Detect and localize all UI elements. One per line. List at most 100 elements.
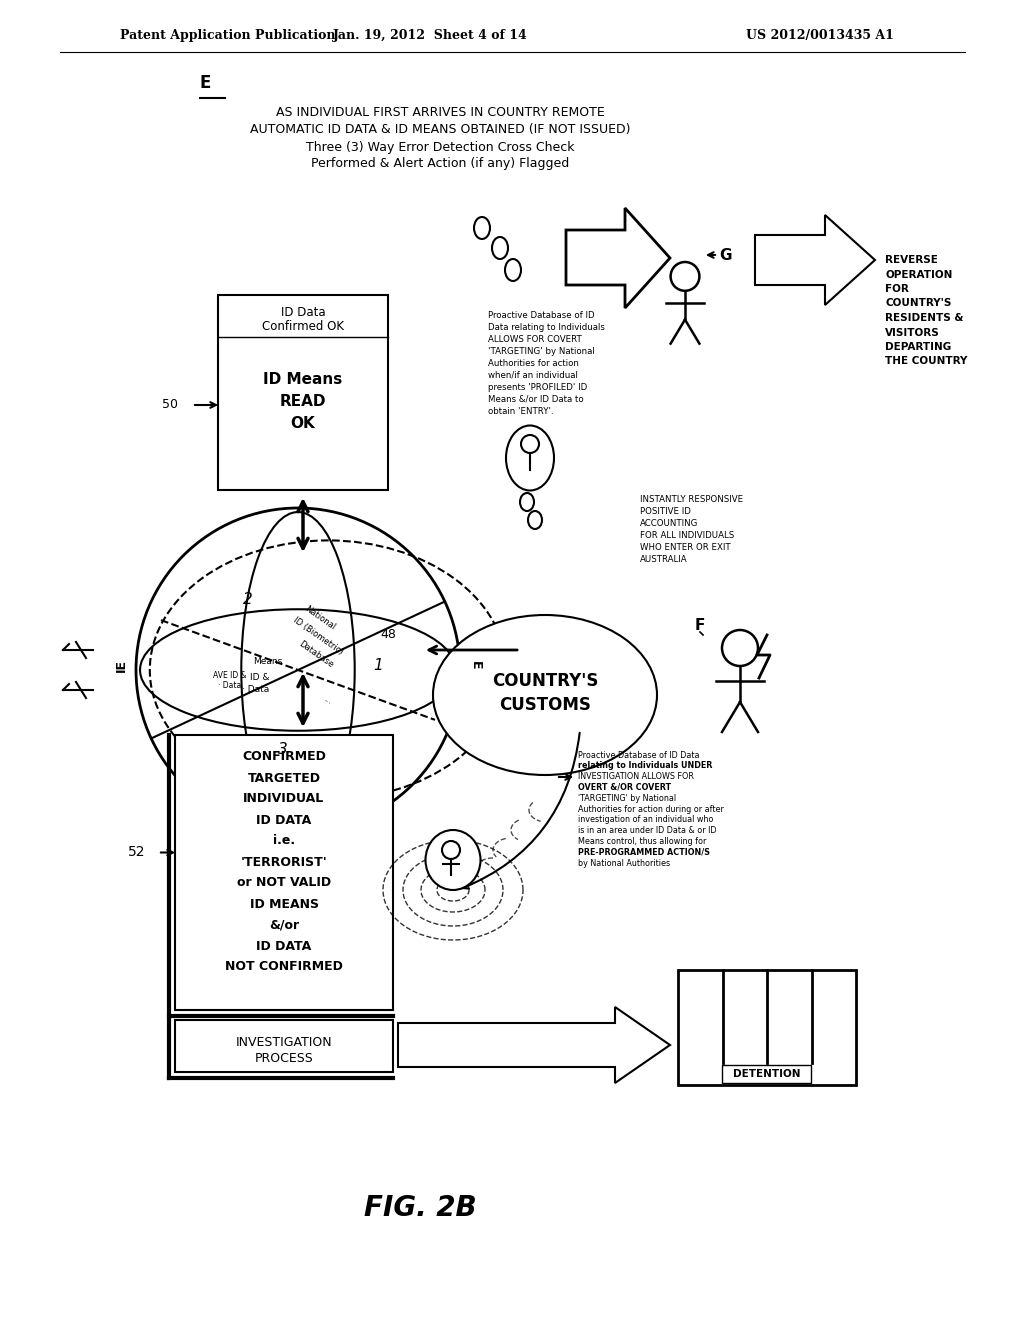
Text: OK: OK: [291, 417, 315, 432]
Text: DETENTION: DETENTION: [733, 1069, 801, 1078]
Text: presents 'PROFILED' ID: presents 'PROFILED' ID: [488, 383, 587, 392]
Text: i.e.: i.e.: [273, 834, 295, 847]
Text: ID &: ID &: [250, 672, 269, 681]
Text: READ: READ: [280, 395, 327, 409]
Text: · Data: · Data: [218, 681, 242, 690]
Text: CUSTOMS: CUSTOMS: [499, 696, 591, 714]
Text: Data relating to Individuals: Data relating to Individuals: [488, 322, 605, 331]
Ellipse shape: [474, 216, 490, 239]
Text: PRE-PROGRAMMED ACTION/S: PRE-PROGRAMMED ACTION/S: [578, 847, 710, 857]
Text: AUTOMATIC ID DATA & ID MEANS OBTAINED (IF NOT ISSUED): AUTOMATIC ID DATA & ID MEANS OBTAINED (I…: [250, 124, 630, 136]
Text: · Data: · Data: [243, 685, 269, 694]
Text: 48: 48: [380, 628, 396, 642]
Text: INDIVIDUAL: INDIVIDUAL: [244, 792, 325, 805]
Text: RESIDENTS &: RESIDENTS &: [885, 313, 964, 323]
Text: 'TERRORIST': 'TERRORIST': [241, 855, 328, 869]
Text: REVERSE: REVERSE: [885, 255, 938, 265]
Text: by National Authorities: by National Authorities: [578, 858, 670, 867]
Polygon shape: [566, 209, 670, 308]
Ellipse shape: [520, 492, 534, 511]
Polygon shape: [398, 1007, 670, 1082]
Text: ID DATA: ID DATA: [256, 813, 311, 826]
Ellipse shape: [505, 259, 521, 281]
Text: ID DATA: ID DATA: [256, 940, 311, 953]
Text: ID Means: ID Means: [263, 372, 343, 388]
Text: THE COUNTRY: THE COUNTRY: [885, 356, 968, 367]
Text: Means &/or ID Data to: Means &/or ID Data to: [488, 395, 584, 404]
Ellipse shape: [528, 511, 542, 529]
Text: National: National: [303, 605, 337, 632]
Circle shape: [671, 261, 699, 290]
Text: CONFIRMED: CONFIRMED: [242, 751, 326, 763]
Text: FOR ALL INDIVIDUALS: FOR ALL INDIVIDUALS: [640, 532, 734, 540]
Text: 'TARGETING' by National: 'TARGETING' by National: [488, 346, 595, 355]
Text: COUNTRY'S: COUNTRY'S: [492, 672, 598, 690]
Text: INVESTIGATION: INVESTIGATION: [236, 1035, 333, 1048]
Bar: [722, 1065, 811, 1082]
Text: WHO ENTER OR EXIT: WHO ENTER OR EXIT: [640, 544, 731, 553]
Text: NOT CONFIRMED: NOT CONFIRMED: [225, 961, 343, 974]
Text: ACCOUNTING: ACCOUNTING: [640, 520, 698, 528]
Ellipse shape: [433, 615, 657, 775]
Text: OPERATION: OPERATION: [885, 269, 952, 280]
Text: INSTANTLY RESPONSIVE: INSTANTLY RESPONSIVE: [640, 495, 743, 504]
Text: AUSTRALIA: AUSTRALIA: [640, 556, 688, 565]
Text: or NOT VALID: or NOT VALID: [237, 876, 331, 890]
Circle shape: [136, 508, 460, 832]
Text: AS INDIVIDUAL FIRST ARRIVES IN COUNTRY REMOTE: AS INDIVIDUAL FIRST ARRIVES IN COUNTRY R…: [275, 107, 604, 120]
Text: VISITORS: VISITORS: [885, 327, 940, 338]
Text: &/or: &/or: [269, 919, 299, 932]
Text: 3: 3: [279, 742, 288, 758]
Text: investigation of an individual who: investigation of an individual who: [578, 816, 714, 824]
Text: Proactive Database of ID Data: Proactive Database of ID Data: [578, 751, 699, 759]
Text: Means control, thus allowing for: Means control, thus allowing for: [578, 837, 707, 846]
Text: ID (Biometric): ID (Biometric): [292, 615, 345, 656]
Text: Patent Application Publication: Patent Application Publication: [120, 29, 336, 41]
Ellipse shape: [426, 830, 480, 890]
Text: is in an area under ID Data & or ID: is in an area under ID Data & or ID: [578, 826, 717, 836]
Text: G: G: [719, 248, 731, 263]
Text: ...: ...: [323, 694, 334, 706]
Text: POSITIVE ID: POSITIVE ID: [640, 507, 691, 516]
Text: Jan. 19, 2012  Sheet 4 of 14: Jan. 19, 2012 Sheet 4 of 14: [333, 29, 527, 41]
Text: TARGETED: TARGETED: [248, 771, 321, 784]
Text: Performed & Alert Action (if any) Flagged: Performed & Alert Action (if any) Flagge…: [311, 157, 569, 169]
Text: FIG. 2B: FIG. 2B: [364, 1195, 476, 1222]
Bar: [175, 735, 393, 1010]
Text: when/if an individual: when/if an individual: [488, 371, 578, 380]
Bar: [218, 294, 388, 490]
Text: F: F: [695, 618, 706, 632]
Text: Proactive Database of ID: Proactive Database of ID: [488, 310, 595, 319]
Text: 1: 1: [373, 657, 383, 672]
Text: relating to Individuals UNDER: relating to Individuals UNDER: [578, 762, 713, 771]
Text: Means: Means: [253, 657, 283, 667]
Text: 2: 2: [243, 593, 253, 607]
Text: US 2012/0013435 A1: US 2012/0013435 A1: [746, 29, 894, 41]
Circle shape: [521, 436, 539, 453]
Text: PROCESS: PROCESS: [255, 1052, 313, 1064]
Text: ID Data: ID Data: [281, 306, 326, 319]
Circle shape: [722, 630, 758, 667]
Text: Confirmed OK: Confirmed OK: [262, 321, 344, 334]
Text: Three (3) Way Error Detection Cross Check: Three (3) Way Error Detection Cross Chec…: [306, 140, 574, 153]
Text: IE: IE: [115, 659, 128, 672]
Bar: [678, 970, 856, 1085]
Text: INVESTIGATION ALLOWS FOR: INVESTIGATION ALLOWS FOR: [578, 772, 694, 781]
Text: 50: 50: [162, 399, 178, 412]
Circle shape: [442, 841, 460, 859]
Polygon shape: [755, 215, 874, 305]
Text: 52: 52: [128, 846, 145, 859]
Text: COUNTRY'S: COUNTRY'S: [885, 298, 951, 309]
Text: FOR: FOR: [885, 284, 909, 294]
Text: obtain 'ENTRY'.: obtain 'ENTRY'.: [488, 407, 554, 416]
Text: AVE ID &: AVE ID &: [213, 671, 247, 680]
Text: E: E: [469, 661, 481, 669]
Text: Authorities for action during or after: Authorities for action during or after: [578, 804, 724, 813]
Bar: [175, 1020, 393, 1072]
Text: ID MEANS: ID MEANS: [250, 898, 318, 911]
Ellipse shape: [506, 425, 554, 491]
Text: 'TARGETING' by National: 'TARGETING' by National: [578, 793, 676, 803]
Text: E: E: [200, 74, 211, 92]
Text: Authorities for action: Authorities for action: [488, 359, 579, 367]
Text: ALLOWS FOR COVERT: ALLOWS FOR COVERT: [488, 334, 582, 343]
